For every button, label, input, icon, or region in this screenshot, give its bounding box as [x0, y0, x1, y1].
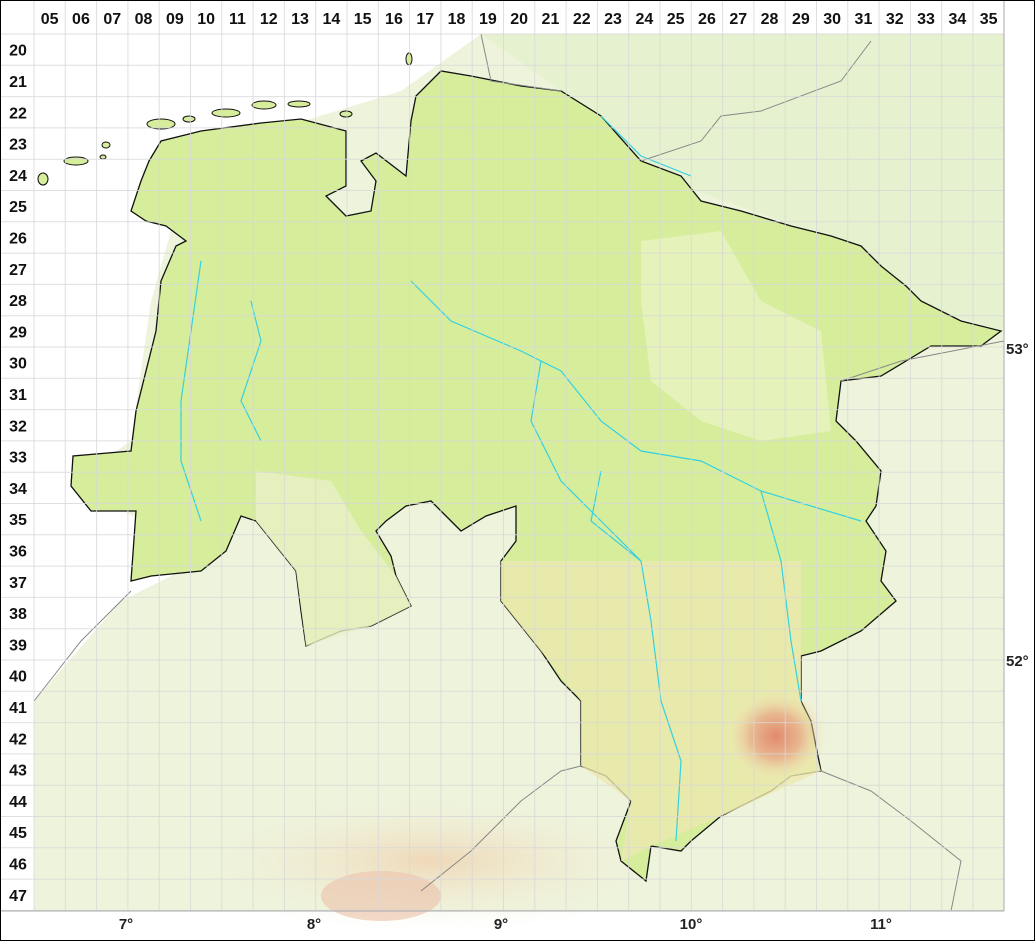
row-label: 43 — [9, 763, 27, 780]
row-label: 29 — [9, 324, 27, 341]
column-label: 12 — [260, 11, 278, 28]
row-label: 46 — [9, 856, 27, 873]
column-label: 30 — [823, 11, 841, 28]
longitude-label: 10° — [680, 916, 703, 933]
latitude-label: 53° — [1006, 341, 1029, 358]
column-label: 33 — [917, 11, 935, 28]
column-label: 07 — [103, 11, 121, 28]
column-label: 06 — [72, 11, 90, 28]
grid-labels: 05 06 07 08 09 10 11 12 13 14 15 16 17 18 19 20 21 22 23 24… — [9, 11, 1029, 933]
grid — [1, 1, 1005, 912]
row-label: 26 — [9, 230, 27, 247]
latitude-label: 52° — [1006, 653, 1029, 670]
row-label: 21 — [9, 74, 27, 91]
column-label: 28 — [761, 11, 779, 28]
column-label: 05 — [41, 11, 59, 28]
column-label: 20 — [510, 11, 528, 28]
column-label: 15 — [354, 11, 372, 28]
column-label: 32 — [886, 11, 904, 28]
column-label: 26 — [698, 11, 716, 28]
row-label: 23 — [9, 137, 27, 154]
state-niedersachsen — [70, 70, 1003, 883]
column-label: 23 — [604, 11, 622, 28]
longitude-label: 7° — [119, 916, 133, 933]
row-label: 30 — [9, 356, 27, 373]
column-label: 21 — [542, 11, 560, 28]
row-label: 44 — [9, 794, 27, 811]
row-label: 24 — [9, 168, 27, 185]
column-label: 27 — [729, 11, 747, 28]
column-label: 34 — [948, 11, 966, 28]
row-label: 41 — [9, 700, 27, 717]
row-label: 28 — [9, 293, 27, 310]
longitude-label: 9° — [494, 916, 508, 933]
row-label: 37 — [9, 575, 27, 592]
column-label: 31 — [855, 11, 873, 28]
row-label: 45 — [9, 825, 27, 842]
column-label: 18 — [448, 11, 466, 28]
neighbour-borders — [33, 33, 1005, 912]
column-label: 14 — [322, 11, 340, 28]
column-label: 11 — [229, 11, 246, 28]
row-label: 35 — [9, 512, 27, 529]
row-label: 36 — [9, 543, 27, 560]
column-label: 25 — [667, 11, 685, 28]
islands — [37, 52, 413, 186]
row-label: 31 — [9, 387, 27, 404]
row-label: 25 — [9, 199, 27, 216]
longitude-label: 11° — [870, 916, 892, 933]
column-label: 24 — [635, 11, 653, 28]
column-label: 29 — [792, 11, 810, 28]
row-label: 27 — [9, 262, 27, 279]
row-label: 47 — [9, 888, 27, 905]
row-label: 22 — [9, 105, 27, 122]
column-label: 16 — [385, 11, 403, 28]
column-label: 17 — [416, 11, 434, 28]
column-label: 13 — [291, 11, 309, 28]
row-label: 32 — [9, 418, 27, 435]
row-label: 20 — [9, 43, 27, 60]
row-label: 42 — [9, 731, 27, 748]
row-label: 38 — [9, 606, 27, 623]
row-label: 34 — [9, 481, 27, 498]
column-label: 09 — [166, 11, 184, 28]
column-label: 35 — [980, 11, 998, 28]
column-label: 19 — [479, 11, 497, 28]
row-label: 39 — [9, 637, 27, 654]
row-label: 33 — [9, 450, 27, 467]
column-label: 22 — [573, 11, 591, 28]
longitude-label: 8° — [307, 916, 321, 933]
column-label: 10 — [197, 11, 215, 28]
column-label: 08 — [135, 11, 153, 28]
row-label: 40 — [9, 669, 27, 686]
